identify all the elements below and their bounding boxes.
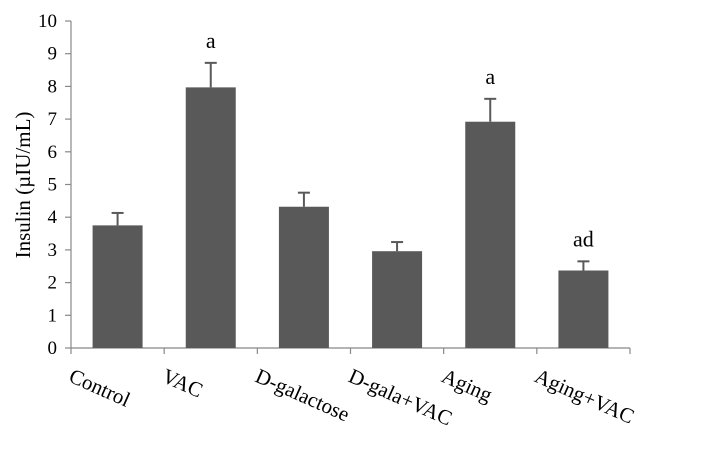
x-tick-label: Aging+VAC [531,364,638,429]
significance-label: a [485,64,495,89]
y-tick-label: 7 [48,109,58,130]
y-tick-label: 1 [48,305,58,326]
y-axis-title: Insulin (µIU/mL) [11,112,35,259]
bars [92,87,609,349]
bar [92,225,143,348]
y-tick-label: 4 [48,207,58,228]
bar [372,251,423,348]
x-tick-label: VAC [159,364,207,403]
bar [278,206,329,348]
x-tick-label: D-gala+VAC [345,364,456,431]
x-axis [70,347,631,354]
x-tick-label: Control [66,364,135,412]
y-tick-label: 3 [48,240,58,261]
y-tick-label: 2 [48,273,58,294]
bar [558,270,609,348]
significance-annotations: a a ad [206,28,594,251]
significance-label: ad [573,226,594,251]
significance-label: a [206,28,216,53]
bar [185,87,236,349]
y-tick-label: 6 [48,142,58,163]
x-tick-label: Aging [438,364,496,407]
x-tick-label: D-galactose [252,364,353,427]
y-tick-label: 10 [38,11,57,32]
y-axis: 0 1 2 3 4 5 6 7 8 9 10 [38,11,72,359]
y-tick-label: 9 [48,44,58,65]
bar [465,121,516,348]
y-tick-label: 0 [48,338,58,359]
error-bars [111,61,590,271]
y-tick-label: 5 [48,175,58,196]
y-tick-label: 8 [48,76,58,97]
